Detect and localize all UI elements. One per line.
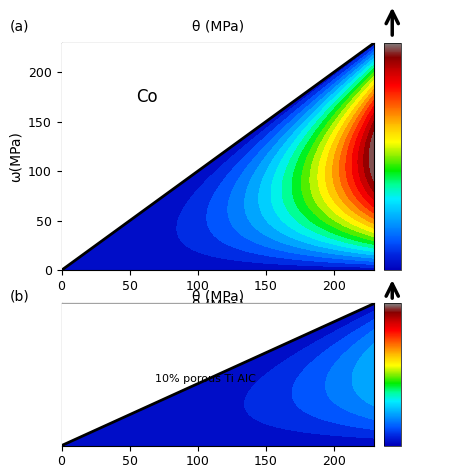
Y-axis label: ω(MPa): ω(MPa): [9, 131, 22, 182]
Text: 10% porous Ti AlC: 10% porous Ti AlC: [155, 374, 256, 383]
Text: (b): (b): [9, 290, 29, 304]
Text: θ (MPa): θ (MPa): [192, 20, 244, 34]
Polygon shape: [62, 43, 374, 270]
X-axis label: θ (MPa): θ (MPa): [192, 299, 244, 312]
Text: (a): (a): [9, 20, 29, 34]
Text: θ (MPa): θ (MPa): [192, 290, 244, 304]
Text: Co: Co: [137, 88, 158, 106]
Polygon shape: [62, 303, 374, 446]
